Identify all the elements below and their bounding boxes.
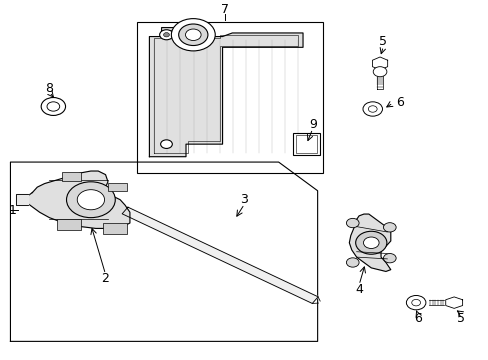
Text: 3: 3 bbox=[240, 193, 248, 206]
Circle shape bbox=[160, 140, 172, 148]
Circle shape bbox=[363, 237, 378, 248]
Bar bbox=[293, 134, 320, 155]
Polygon shape bbox=[122, 207, 318, 303]
Polygon shape bbox=[348, 214, 390, 271]
Text: 5: 5 bbox=[457, 311, 465, 325]
Text: 5: 5 bbox=[379, 35, 386, 49]
Circle shape bbox=[406, 296, 425, 310]
Circle shape bbox=[41, 98, 65, 116]
Bar bbox=[103, 223, 127, 234]
Bar bbox=[137, 22, 322, 173]
Text: 1: 1 bbox=[9, 204, 17, 217]
Circle shape bbox=[411, 300, 420, 306]
Circle shape bbox=[66, 182, 115, 218]
Polygon shape bbox=[149, 28, 303, 157]
Circle shape bbox=[178, 24, 207, 45]
Circle shape bbox=[346, 219, 358, 228]
Polygon shape bbox=[445, 297, 462, 309]
Circle shape bbox=[77, 190, 104, 210]
Circle shape bbox=[367, 106, 376, 112]
Circle shape bbox=[383, 253, 395, 263]
Bar bbox=[108, 183, 127, 192]
Circle shape bbox=[355, 231, 386, 254]
Text: 6: 6 bbox=[395, 96, 403, 109]
Text: 7: 7 bbox=[221, 3, 228, 16]
Circle shape bbox=[362, 102, 382, 116]
Bar bbox=[57, 220, 81, 230]
Text: 8: 8 bbox=[45, 82, 53, 95]
Circle shape bbox=[383, 223, 395, 232]
Bar bbox=[61, 172, 81, 181]
Polygon shape bbox=[16, 194, 27, 205]
Text: 6: 6 bbox=[413, 311, 421, 325]
Polygon shape bbox=[372, 57, 387, 70]
Text: 4: 4 bbox=[354, 283, 362, 296]
Circle shape bbox=[47, 102, 60, 111]
Circle shape bbox=[163, 33, 169, 37]
Circle shape bbox=[346, 258, 358, 267]
Circle shape bbox=[372, 67, 386, 77]
Text: 2: 2 bbox=[102, 272, 109, 285]
Polygon shape bbox=[27, 171, 130, 228]
Text: 9: 9 bbox=[308, 118, 316, 131]
Circle shape bbox=[171, 19, 215, 51]
Circle shape bbox=[159, 30, 173, 40]
Bar bbox=[295, 135, 317, 153]
Polygon shape bbox=[376, 72, 382, 89]
Circle shape bbox=[185, 29, 201, 41]
